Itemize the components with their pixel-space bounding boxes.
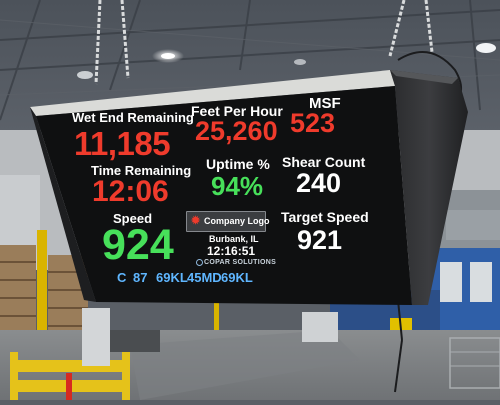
target-speed-value: 921	[297, 225, 343, 255]
shear-count-value: 240	[296, 168, 342, 198]
wet-end-remaining-label: Wet End Remaining	[72, 110, 194, 125]
status-item: 69KL	[221, 270, 253, 285]
status-item: C	[117, 270, 127, 285]
msf-value: 523	[290, 108, 336, 138]
feet-per-hour-label: Feet Per Hour	[191, 103, 283, 119]
starburst-icon: ✹	[191, 215, 201, 227]
company-logo-box: ✹ Company Logo	[186, 211, 270, 232]
yellow-post	[37, 230, 47, 340]
hanging-chains	[94, 0, 434, 85]
uptime-label: Uptime %	[206, 156, 270, 172]
time-remaining-label: Time Remaining	[91, 163, 192, 178]
uptime-value: 94%	[211, 171, 264, 201]
company-logo-text: Company Logo	[204, 216, 270, 226]
vendor-text: COPAR SOLUTIONS	[204, 259, 277, 266]
msf-label: MSF	[309, 95, 341, 112]
feet-per-hour-value: 25,260	[195, 116, 278, 146]
roof-trusses	[0, 0, 500, 121]
status-item: 45MD	[187, 270, 222, 285]
enclosure-end-cap	[390, 70, 468, 305]
copar-circle-icon	[196, 259, 203, 266]
target-speed-label: Target Speed	[281, 209, 369, 225]
wet-end-remaining-value: 11,185	[74, 125, 171, 162]
clock-text: 12:16:51	[207, 244, 256, 258]
status-item: 69KL	[156, 270, 188, 285]
speed-label: Speed	[113, 211, 153, 226]
shear-count-label: Shear Count	[282, 154, 366, 170]
enclosure-top	[30, 70, 395, 116]
time-remaining-value: 12:06	[92, 175, 169, 208]
status-item: 87	[133, 270, 148, 285]
speed-value: 924	[102, 221, 174, 269]
machine-cabinet	[82, 308, 110, 366]
location-text: Burbank, IL	[209, 234, 259, 244]
display-screen	[36, 86, 412, 305]
wire-cage	[449, 337, 500, 389]
